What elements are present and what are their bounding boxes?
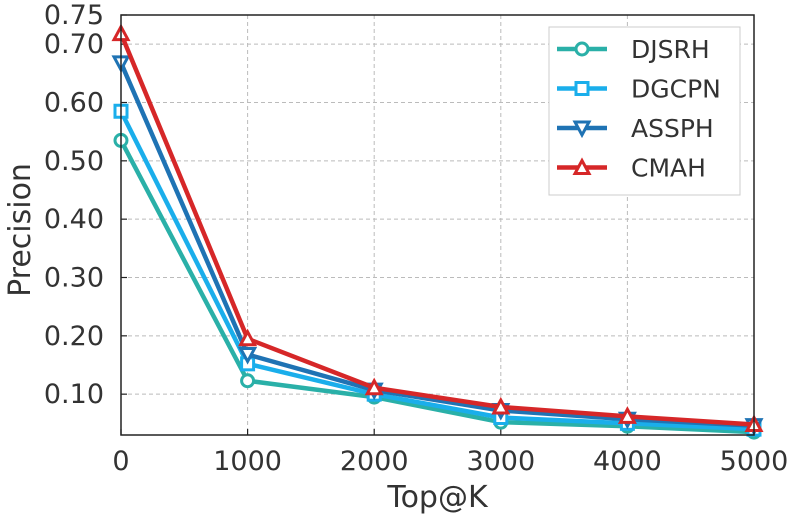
x-tick-label: 0 [112, 446, 129, 477]
series-layer [111, 23, 764, 440]
data-point-cmah [491, 396, 511, 415]
y-tick-label: 0.30 [44, 263, 104, 294]
data-point-assph [238, 347, 258, 365]
x-tick-label: 2000 [340, 446, 409, 477]
legend-marker-dgcpn [574, 81, 590, 96]
y-tick-label: 0.70 [44, 29, 104, 60]
data-point-djsrh [240, 373, 256, 389]
series-cmah [111, 23, 764, 432]
legend-marker-djsrh [574, 41, 590, 57]
axis-ticks: 0 1000 2000 3000 4000 5000 0.10 0.20 0.30 0.40 0.5… [44, 0, 788, 477]
legend: DJSRH DGCPN ASSPH CMAH [548, 26, 741, 196]
legend-label-djsrh: DJSRH [631, 35, 710, 64]
data-point-cmah [617, 406, 637, 424]
plot-frame [120, 14, 755, 436]
y-tick-label: 0.50 [44, 146, 104, 177]
legend-label-cmah: CMAH [631, 154, 706, 183]
legend-item-cmah: CMAH [557, 154, 706, 183]
x-axis-label: Top@K [386, 480, 489, 515]
y-tick-label: 0.40 [44, 204, 104, 235]
series-line-cmah [118, 32, 755, 427]
y-tick-label: 0.75 [44, 0, 104, 31]
data-point-cmah [364, 377, 384, 396]
x-tick-label: 4000 [593, 446, 662, 477]
legend-item-assph: ASSPH [557, 114, 714, 143]
series-line-dgcpn [118, 110, 755, 432]
y-tick-label: 0.10 [44, 379, 104, 410]
legend-item-djsrh: DJSRH [557, 35, 710, 64]
legend-label-dgcpn: DGCPN [631, 75, 721, 104]
data-point-cmah [238, 328, 258, 347]
legend-marker-cmah [572, 157, 592, 175]
y-axis-label: Precision [3, 163, 38, 297]
x-tick-label: 3000 [466, 446, 535, 477]
legend-item-dgcpn: DGCPN [557, 75, 721, 104]
series-line-assph [118, 61, 755, 428]
x-tick-label: 5000 [720, 446, 789, 477]
series-line-djsrh [119, 139, 755, 435]
legend-label-assph: ASSPH [631, 114, 714, 143]
y-tick-label: 0.20 [44, 321, 104, 352]
x-tick-label: 1000 [213, 446, 282, 477]
y-tick-label: 0.60 [44, 88, 104, 119]
legend-marker-assph [572, 120, 592, 139]
